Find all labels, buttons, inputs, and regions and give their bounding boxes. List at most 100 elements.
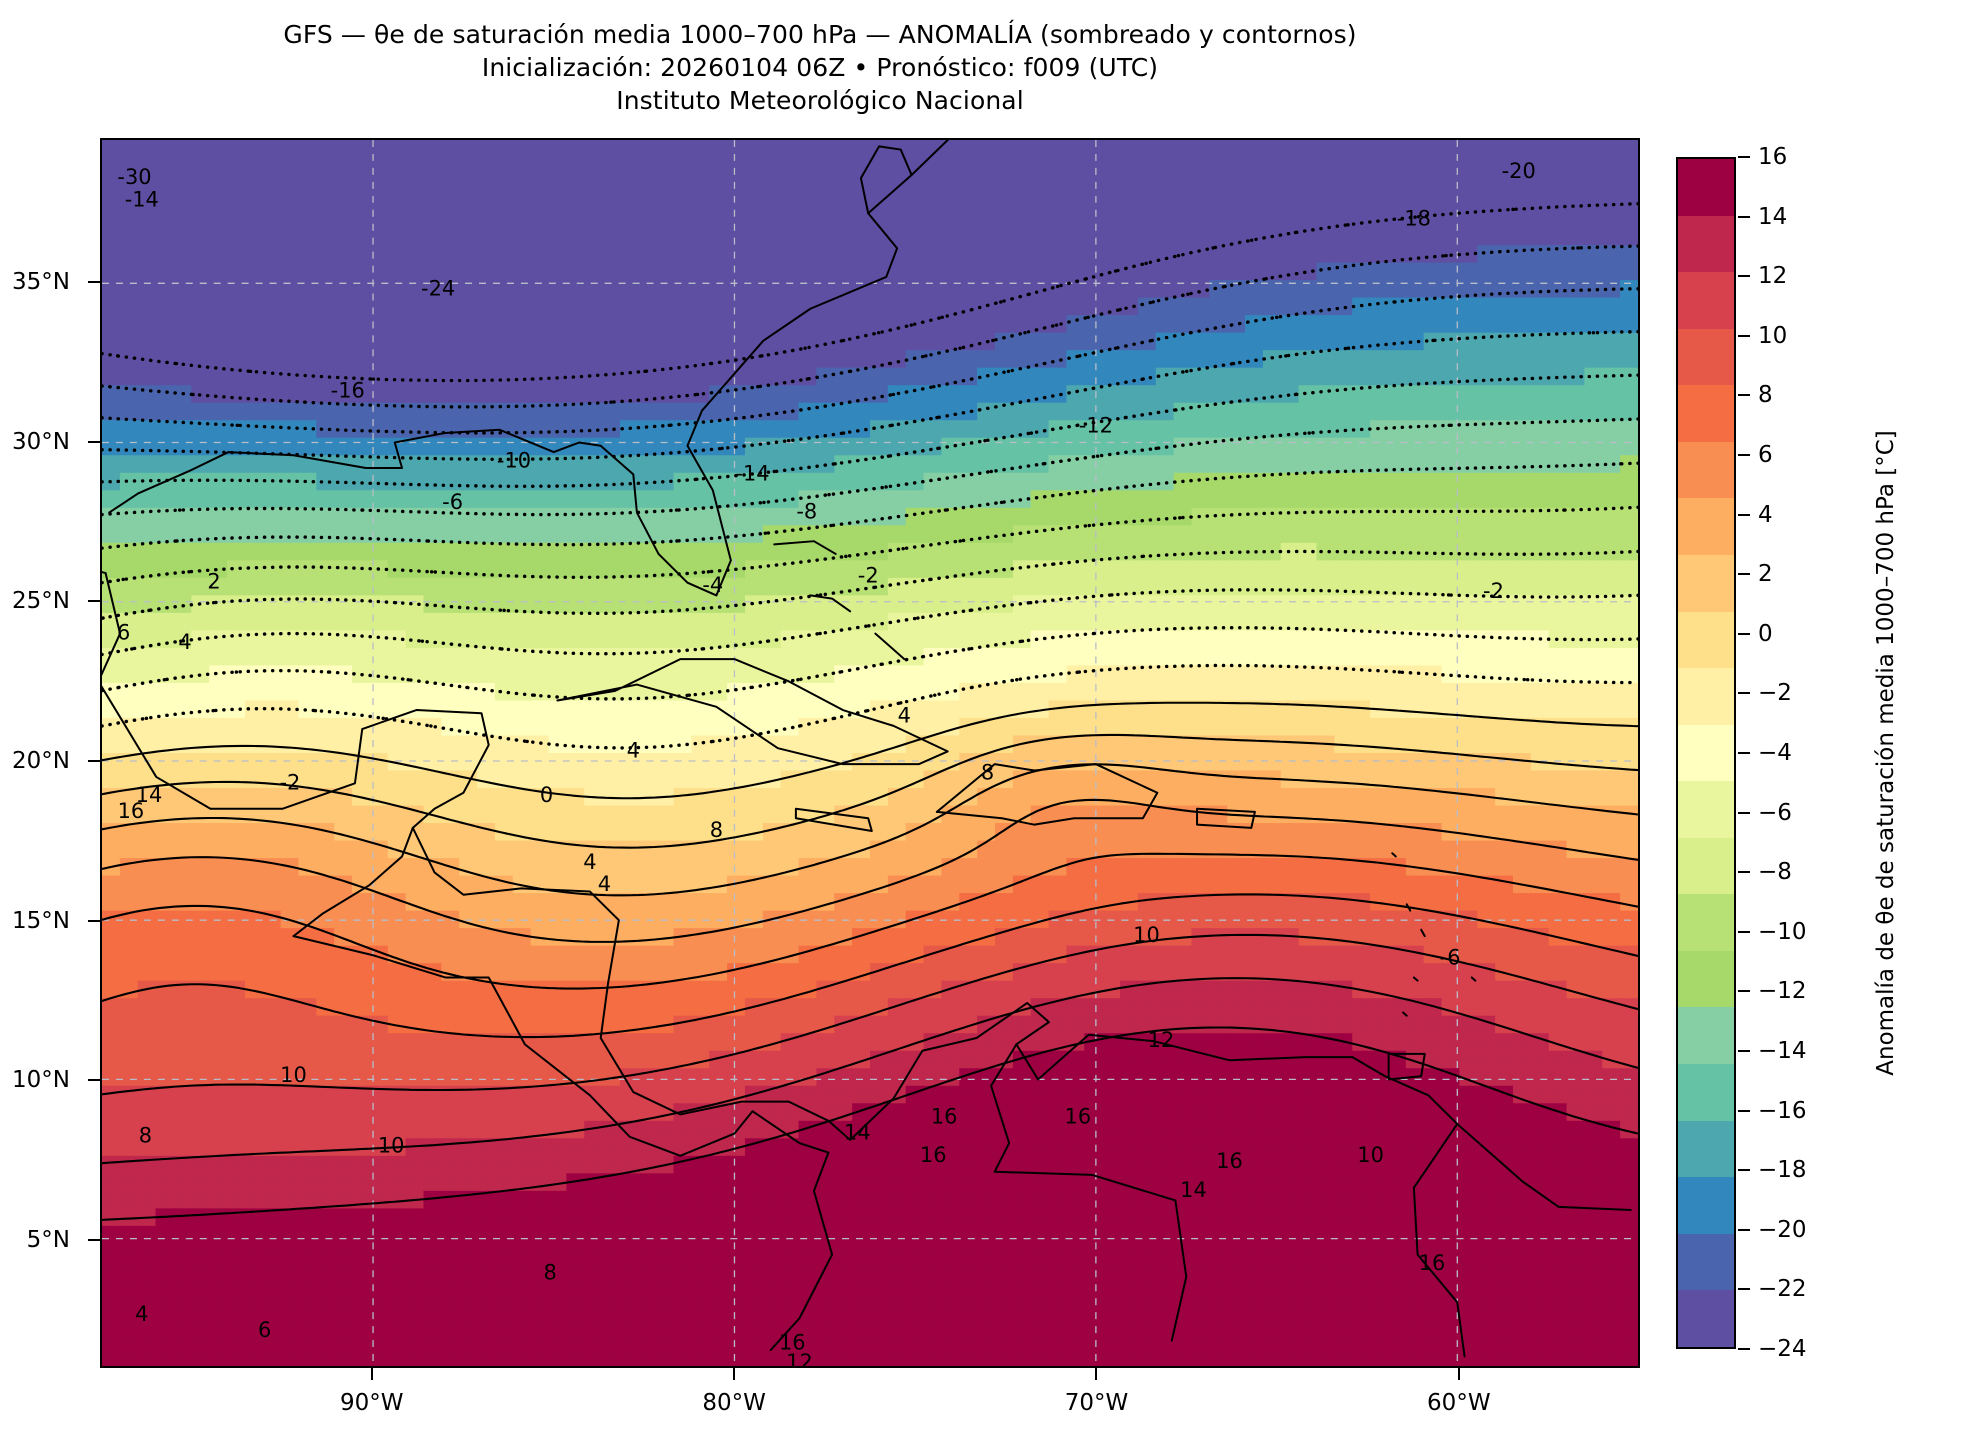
colorbar-segment — [1678, 1233, 1734, 1291]
colorbar-tick-label: −16 — [1758, 1097, 1807, 1124]
colorbar-tick — [1738, 692, 1750, 695]
colorbar-segment — [1678, 894, 1734, 951]
colorbar-segment — [1678, 1290, 1734, 1347]
contour-label: 14 — [1180, 1178, 1207, 1202]
colorbar-tick-label: −22 — [1758, 1276, 1807, 1303]
colorbar-segment — [1678, 1120, 1734, 1178]
colorbar-axis-label: Anomalía de θe de saturación media 1000–… — [1866, 157, 1906, 1349]
contour-label: -20 — [1502, 159, 1536, 183]
x-tick-label: 90°W — [339, 1390, 404, 1416]
contour-label: -16 — [331, 379, 365, 403]
y-tick-mark — [88, 1239, 100, 1242]
colorbar-tick-label: −8 — [1758, 859, 1792, 886]
colorbar-tick-label: −14 — [1758, 1038, 1807, 1064]
contour-label: 6 — [117, 621, 130, 645]
x-tick-label: 80°W — [702, 1390, 766, 1416]
colorbar-label-text: Anomalía de θe de saturación media 1000–… — [1873, 430, 1899, 1076]
contour-label: 4 — [898, 703, 911, 727]
colorbar-segment — [1678, 668, 1734, 725]
colorbar-segment — [1678, 781, 1734, 838]
contour-label: 8 — [139, 1124, 152, 1148]
contour-label: -14 — [125, 188, 159, 212]
contour-label: 10 — [1133, 923, 1160, 947]
contour-label: 8 — [710, 818, 723, 842]
colorbar-tick — [1738, 573, 1750, 576]
colorbar-tick-label: −6 — [1758, 799, 1792, 826]
contour-label: 4 — [598, 872, 611, 896]
colorbar-segment — [1678, 1064, 1734, 1121]
map-plot-canvas: -30-30-14-14-24-24-16-16-20-20-18-18-12-… — [102, 140, 1638, 1366]
contour-labels: -30-30-14-14-24-24-16-16-20-20-18-18-12-… — [117, 159, 1536, 1366]
contour-label: 10 — [378, 1133, 405, 1157]
colorbar-tick-label: −18 — [1758, 1157, 1807, 1184]
map-axes[interactable]: -30 -30 -14 -14 -24 -24 -16 -16 -20 -20 -18 -18 -12-… — [100, 138, 1640, 1368]
colorbar-segment — [1678, 950, 1734, 1008]
y-tick-label: 25°N — [12, 588, 70, 615]
x-tick-mark — [1095, 1368, 1098, 1380]
colorbar-tick-label: −20 — [1758, 1216, 1807, 1243]
colorbar-segment — [1678, 1177, 1734, 1234]
contour-label: 12 — [786, 1350, 813, 1366]
figure-title-block: GFS — θe de saturación media 1000–700 hP… — [0, 18, 1640, 117]
colorbar-tick-label: −2 — [1758, 680, 1792, 707]
contour-label: 16 — [1419, 1251, 1446, 1275]
contour-label: 16 — [1216, 1149, 1243, 1173]
y-tick-label: 5°N — [26, 1227, 70, 1254]
contour-label: -14 — [735, 461, 769, 485]
contour-label: -18 — [1397, 207, 1431, 231]
colorbar-tick-label: −4 — [1758, 740, 1792, 766]
map-gridlines — [102, 140, 1638, 1366]
colorbar-tick — [1738, 1109, 1750, 1112]
y-tick-mark — [88, 600, 100, 603]
title-line-institution: Instituto Meteorológico Nacional — [616, 86, 1024, 115]
colorbar[interactable] — [1676, 157, 1736, 1349]
colorbar-tick — [1738, 513, 1750, 516]
title-line-main: GFS — θe de saturación media 1000–700 hP… — [283, 20, 1357, 49]
colorbar-tick-label: −10 — [1758, 918, 1807, 945]
colorbar-tick — [1738, 871, 1750, 874]
contour-label: -6 — [442, 490, 463, 514]
y-tick-label: 10°N — [12, 1067, 70, 1094]
contour-label: -6 — [1440, 945, 1461, 969]
colorbar-tick — [1738, 275, 1750, 278]
colorbar-tick-label: 6 — [1758, 442, 1773, 468]
title-line-init-forecast: Inicialización: 20260104 06Z • Pronóstic… — [481, 53, 1159, 82]
y-tick-mark — [88, 919, 100, 922]
x-tick-label: 70°W — [1064, 1390, 1129, 1416]
colorbar-tick-label: −12 — [1758, 978, 1807, 1005]
contour-label: 2 — [207, 570, 220, 594]
contour-label: -30 — [117, 165, 151, 189]
colorbar-segment — [1678, 328, 1734, 386]
colorbar-tick-label: 16 — [1758, 144, 1788, 170]
colorbar-tick — [1738, 334, 1750, 337]
colorbar-tick — [1738, 1228, 1750, 1231]
colorbar-tick — [1738, 394, 1750, 397]
colorbar-tick — [1738, 752, 1750, 754]
anomaly-contours — [102, 201, 1638, 1221]
contour-label: 12 — [1148, 1028, 1175, 1052]
contour-label: 4 — [178, 630, 191, 654]
contour-label: -8 — [796, 500, 817, 524]
colorbar-tick-label: 14 — [1758, 203, 1788, 230]
colorbar-tick — [1738, 1348, 1750, 1350]
colorbar-tick — [1738, 156, 1750, 158]
colorbar-segment — [1678, 441, 1734, 499]
colorbar-tick — [1738, 930, 1750, 933]
contour-label: 8 — [543, 1261, 556, 1285]
x-tick-mark — [1457, 1368, 1460, 1380]
x-tick-mark — [733, 1368, 736, 1380]
contour-label: -2 — [279, 770, 300, 794]
contour-label: 4 — [135, 1302, 148, 1326]
contour-label: 10 — [1357, 1143, 1384, 1167]
contour-label: 14 — [136, 783, 163, 807]
colorbar-segment — [1678, 611, 1734, 669]
contour-label: -2 — [858, 563, 879, 587]
coastlines — [102, 140, 1632, 1358]
colorbar-segment — [1678, 215, 1734, 273]
colorbar-segment — [1678, 385, 1734, 442]
y-tick-label: 20°N — [12, 747, 70, 774]
y-tick-mark — [88, 759, 100, 762]
contour-label: 16 — [931, 1105, 958, 1129]
contour-label: 16 — [1065, 1105, 1092, 1129]
y-tick-mark — [88, 440, 100, 443]
